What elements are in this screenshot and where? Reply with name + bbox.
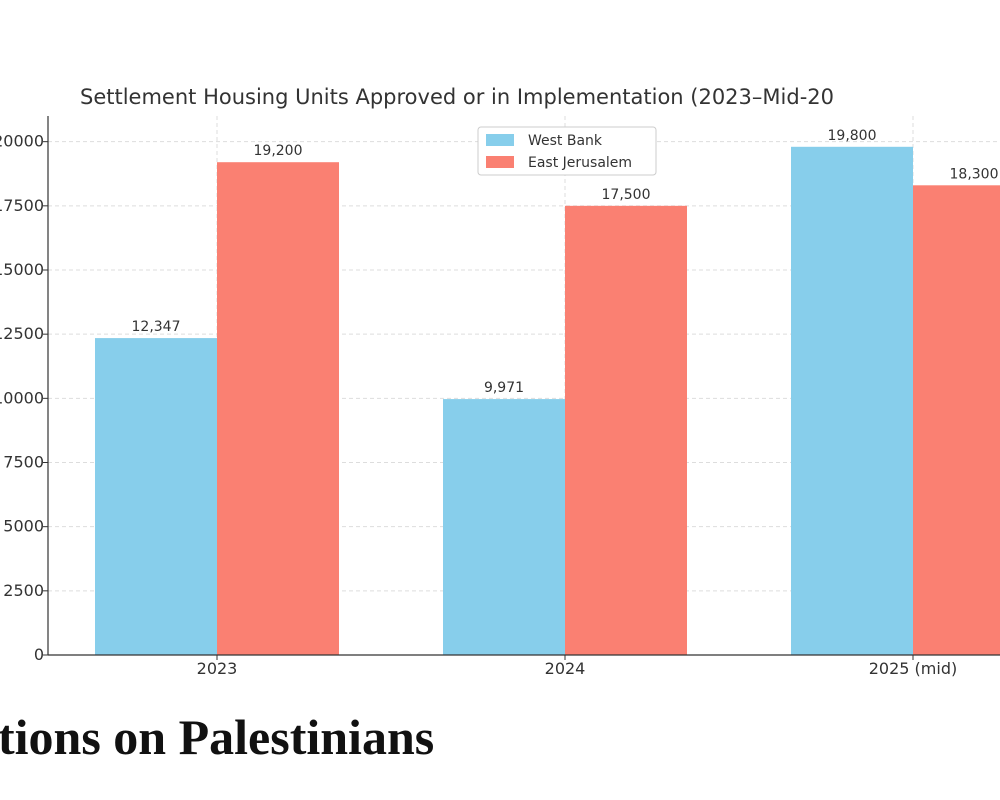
legend-label: West Bank — [528, 133, 603, 149]
y-tick-label: 12500 — [0, 324, 44, 343]
y-tick-label: 2500 — [3, 581, 44, 600]
bar — [443, 399, 565, 655]
y-tick-label: 20000 — [0, 132, 44, 151]
y-tick-label: 0 — [34, 645, 44, 664]
x-tick-label: 2023 — [197, 659, 238, 678]
bar — [791, 146, 913, 656]
x-tick-label: 2024 — [545, 659, 586, 678]
value-label: 19,800 — [828, 128, 877, 144]
value-label: 18,300 — [950, 166, 999, 182]
legend-box — [477, 126, 657, 176]
y-tick-label: 10000 — [0, 388, 44, 407]
chart-title: Settlement Housing Units Approved or in … — [80, 85, 834, 109]
section-heading: tions on Palestinians — [0, 709, 435, 765]
y-tick-label: 7500 — [3, 453, 44, 472]
value-label: 19,200 — [254, 143, 303, 159]
legend-label: East Jerusalem — [528, 155, 632, 171]
chart: Settlement Housing Units Approved or in … — [0, 85, 1000, 678]
x-tick-label: 2025 (mid) — [869, 659, 957, 678]
legend-swatch — [486, 156, 514, 168]
value-label: 12,347 — [132, 319, 181, 335]
legend-swatch — [486, 134, 514, 146]
bar — [913, 185, 1000, 656]
value-label: 17,500 — [602, 187, 651, 203]
bar — [95, 338, 217, 655]
value-label: 9,971 — [484, 380, 524, 396]
bar — [217, 162, 339, 655]
y-tick-label: 15000 — [0, 260, 44, 279]
bar — [565, 205, 687, 656]
y-tick-label: 5000 — [3, 517, 44, 536]
y-tick-label: 17500 — [0, 196, 44, 215]
